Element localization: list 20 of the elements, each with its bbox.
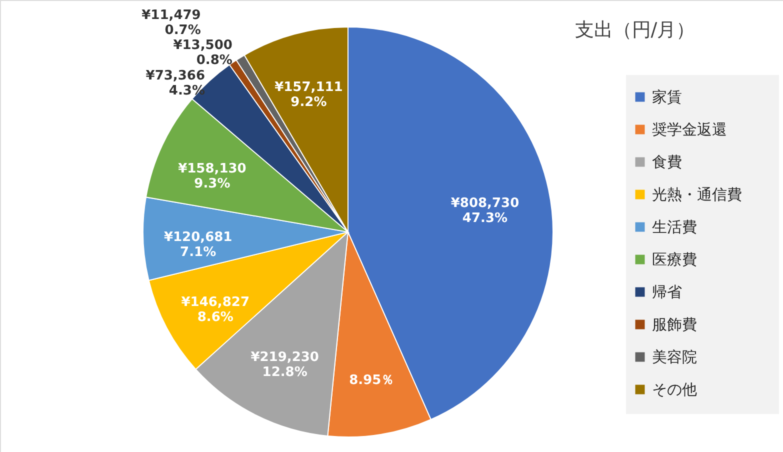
data-label: ¥157,111 9.2% bbox=[274, 80, 343, 110]
legend-label: 服飾費 bbox=[652, 316, 697, 334]
legend-label: 医療費 bbox=[652, 250, 697, 268]
data-label: ¥13,500 0.8% bbox=[173, 38, 232, 68]
data-label: ¥158,130 9.3% bbox=[178, 161, 246, 192]
legend-label: 帰省 bbox=[652, 283, 682, 301]
data-label: ¥120,681 7.1% bbox=[164, 230, 232, 260]
data-label: ¥146,827 8.6% bbox=[181, 295, 250, 326]
legend-label: 食費 bbox=[652, 153, 682, 171]
legend-label: 生活費 bbox=[652, 218, 697, 236]
legend-label: 奨学金返還 bbox=[652, 120, 727, 138]
legend-label: 家賃 bbox=[652, 88, 682, 106]
legend-label: 美容院 bbox=[652, 348, 697, 366]
data-label: 8.95％ bbox=[349, 373, 394, 388]
legend-label: 光熱・通信費 bbox=[652, 186, 742, 204]
data-label: ¥11,479 0.7% bbox=[142, 8, 201, 38]
data-label: ¥808,730 47.3% bbox=[450, 196, 520, 226]
legend-label: その他 bbox=[652, 380, 697, 398]
data-label: ¥219,230 12.8% bbox=[250, 350, 319, 380]
text: 支出（円/月） bbox=[574, 19, 696, 41]
